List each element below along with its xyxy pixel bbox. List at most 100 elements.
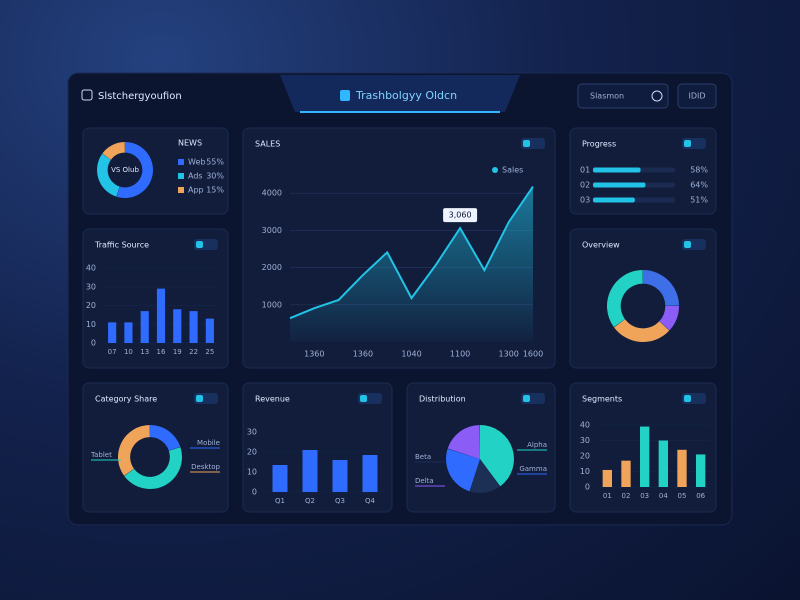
x-tick-label: 25 — [205, 348, 214, 356]
bar — [173, 309, 182, 343]
slice — [116, 142, 154, 198]
y-tick-label: 20 — [86, 301, 96, 310]
value-label: 15% — [206, 186, 224, 195]
header-button[interactable] — [677, 83, 717, 109]
card-title: Traffic Source — [94, 241, 149, 250]
slice — [469, 459, 500, 493]
x-tick-label: Q3 — [335, 497, 345, 505]
x-tick-label: 1040 — [401, 350, 421, 359]
bar — [332, 460, 348, 492]
legend-label: Tablet — [90, 451, 112, 459]
x-tick-label: 10 — [124, 348, 133, 356]
slice — [124, 447, 182, 489]
bar — [205, 318, 214, 343]
toggle-dot — [684, 140, 691, 147]
x-tick-label: 22 — [189, 348, 198, 356]
y-tick-label: 0 — [252, 488, 257, 497]
legend-label: Mobile — [197, 439, 220, 447]
x-tick-label: 16 — [157, 348, 166, 356]
legend-label: Sales — [502, 166, 523, 175]
tooltip-box — [443, 208, 478, 223]
dashboard-title: Trashbolgyy Oldcn — [355, 89, 457, 102]
card-title: Segments — [582, 395, 622, 404]
slice — [97, 153, 120, 197]
legend-swatch — [178, 187, 184, 193]
bar — [302, 450, 318, 492]
toggle-dot — [360, 395, 367, 402]
toggle-dot — [196, 395, 203, 402]
x-tick-label: 03 — [640, 492, 649, 500]
y-tick-label: 30 — [86, 282, 96, 291]
y-tick-label: 1000 — [262, 300, 282, 309]
legend-label: Delta — [415, 477, 434, 485]
bar — [362, 455, 378, 492]
slice — [659, 306, 679, 331]
bar — [696, 454, 706, 487]
y-tick-label: 40 — [86, 264, 96, 273]
slice — [614, 319, 670, 342]
x-tick-label: 01 — [603, 492, 612, 500]
x-tick-label: 05 — [678, 492, 687, 500]
toggle-dot — [684, 395, 691, 402]
x-tick-label: 06 — [696, 492, 705, 500]
slice — [446, 448, 480, 492]
slice — [480, 425, 514, 487]
x-tick-label: Q4 — [365, 497, 376, 505]
toggle-dot — [523, 140, 530, 147]
y-tick-label: 30 — [247, 428, 257, 437]
value-label: 64% — [690, 181, 708, 190]
card — [82, 382, 229, 513]
value-label: 51% — [690, 196, 708, 205]
x-tick-label: 07 — [108, 348, 117, 356]
card-title: Overview — [582, 241, 620, 250]
slice — [607, 270, 643, 328]
brand-icon — [81, 89, 93, 101]
legend-label: Web — [188, 158, 205, 167]
y-tick-label: 0 — [585, 483, 590, 492]
legend-label: Ads — [188, 172, 203, 181]
legend-dot — [492, 167, 498, 173]
slice — [150, 425, 181, 451]
bar — [156, 288, 166, 343]
tooltip: 3,060 — [449, 211, 472, 220]
progress-bar — [593, 197, 635, 203]
x-tick-label: 02 — [622, 492, 631, 500]
x-tick-label: 1300 — [499, 350, 519, 359]
progress-bar — [593, 167, 641, 173]
y-tick-label: 2000 — [262, 263, 282, 272]
slice — [102, 142, 125, 160]
card-title: Progress — [582, 140, 616, 149]
title-icon — [340, 90, 350, 101]
x-tick-label: Q1 — [275, 497, 285, 505]
x-tick-label: 19 — [173, 348, 182, 356]
bar — [602, 469, 612, 487]
value-label: 58% — [690, 166, 708, 175]
y-tick-label: 20 — [580, 452, 590, 461]
bar — [621, 460, 631, 487]
toggle-dot — [684, 241, 691, 248]
bar — [272, 465, 288, 492]
x-tick-label: 13 — [140, 348, 149, 356]
search-icon[interactable] — [651, 90, 663, 102]
legend-label: Gamma — [519, 465, 547, 473]
slice — [447, 425, 480, 459]
y-tick-label: 10 — [86, 320, 96, 329]
x-tick-label: 1360 — [353, 350, 373, 359]
card-title: Revenue — [255, 395, 290, 404]
value-label: 55% — [206, 158, 224, 167]
y-tick-label: 4000 — [262, 189, 282, 198]
bar — [677, 449, 687, 487]
progress-bar — [593, 182, 646, 188]
legend-swatch — [178, 159, 184, 165]
legend-label: Alpha — [527, 441, 547, 449]
header-button-label: IDID — [688, 92, 705, 101]
slice — [117, 425, 150, 476]
value-label: 30% — [206, 172, 224, 181]
line — [289, 185, 534, 320]
bar — [124, 322, 133, 343]
y-tick-label: 0 — [91, 339, 96, 348]
search-box[interactable] — [577, 83, 669, 109]
card-title: Category Share — [95, 395, 157, 404]
